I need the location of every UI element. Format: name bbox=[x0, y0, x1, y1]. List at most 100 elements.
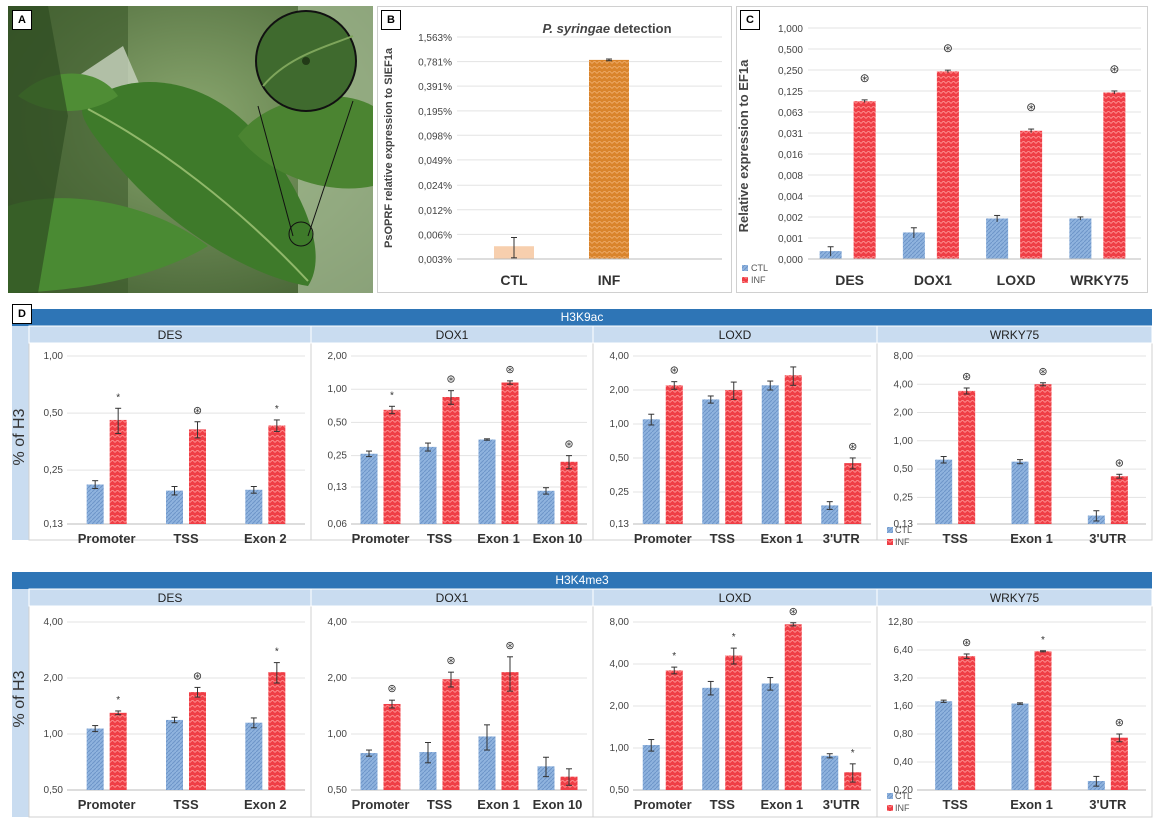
legend-swatch-inf bbox=[887, 805, 893, 811]
bar-inf bbox=[1111, 738, 1128, 790]
bar-inf bbox=[958, 391, 975, 524]
x-category-label: Exon 1 bbox=[760, 797, 803, 812]
y-tick-label: 8,00 bbox=[610, 617, 630, 628]
significance-mark: * bbox=[672, 651, 676, 662]
bar-inf bbox=[268, 672, 285, 790]
significance-mark: ⊛ bbox=[1115, 457, 1124, 469]
bar-inf bbox=[189, 429, 206, 524]
x-category-label: 3'UTR bbox=[823, 531, 861, 546]
bar-ctl bbox=[479, 440, 496, 524]
bar-inf bbox=[443, 679, 460, 790]
x-category-label: Exon 10 bbox=[533, 531, 583, 546]
x-category-label: TSS bbox=[427, 797, 453, 812]
x-category-label: TSS bbox=[710, 797, 736, 812]
panel-letter-b: B bbox=[381, 10, 401, 30]
significance-mark: ⊛ bbox=[962, 637, 971, 649]
y-tick-label: 0,80 bbox=[894, 729, 914, 740]
y-tick-label: 3,20 bbox=[894, 673, 914, 684]
x-category-label: 3'UTR bbox=[1089, 797, 1127, 812]
gene-header: WRKY75 bbox=[990, 328, 1040, 342]
y-tick-label: 0,13 bbox=[328, 482, 348, 493]
y-tick-label: 4,00 bbox=[894, 379, 914, 390]
legend-label-inf: INF bbox=[895, 537, 910, 547]
bar-inf bbox=[502, 383, 519, 524]
x-category-label: 3'UTR bbox=[823, 797, 861, 812]
y-tick-label: 0,50 bbox=[894, 464, 914, 475]
bar-ctl bbox=[702, 688, 719, 790]
gene-header: LOXD bbox=[719, 328, 752, 342]
legend-swatch-ctl bbox=[887, 793, 893, 799]
bar-ctl bbox=[420, 447, 437, 524]
bar-inf bbox=[268, 425, 285, 524]
bar-ctl bbox=[166, 720, 183, 790]
x-category-label: TSS bbox=[427, 531, 453, 546]
bar-inf bbox=[384, 704, 401, 790]
y-tick-label: 0,50 bbox=[44, 785, 64, 796]
y-tick-label: 2,00 bbox=[328, 351, 348, 362]
panel-letter-c: C bbox=[740, 10, 760, 30]
y-tick-label: 2,00 bbox=[610, 385, 630, 396]
significance-mark: ⊛ bbox=[789, 606, 798, 618]
x-category-label: Promoter bbox=[352, 531, 410, 546]
bar-ctl bbox=[762, 683, 779, 790]
y-tick-label: 0,50 bbox=[610, 785, 630, 796]
y-tick-label: 0,25 bbox=[894, 492, 914, 503]
bar-ctl bbox=[245, 723, 262, 790]
significance-mark: ⊛ bbox=[446, 655, 455, 667]
bar-inf bbox=[666, 385, 683, 524]
significance-mark: * bbox=[116, 695, 120, 706]
y-tick-label: 1,00 bbox=[610, 743, 630, 754]
y-tick-label: 2,00 bbox=[44, 673, 64, 684]
y-tick-label: 4,00 bbox=[328, 617, 348, 628]
bar-ctl bbox=[166, 491, 183, 524]
bar-inf bbox=[443, 397, 460, 524]
bar-ctl bbox=[361, 753, 378, 790]
x-category-label: Exon 10 bbox=[533, 797, 583, 812]
y-tick-label: 1,00 bbox=[44, 351, 64, 362]
significance-mark: ⊛ bbox=[387, 683, 396, 695]
x-category-label: Exon 1 bbox=[477, 797, 520, 812]
x-category-label: TSS bbox=[173, 797, 199, 812]
significance-mark: ⊛ bbox=[848, 441, 857, 453]
bar-ctl bbox=[1012, 462, 1029, 524]
bar-ctl bbox=[538, 491, 555, 524]
bar-inf bbox=[666, 670, 683, 790]
bar-ctl bbox=[87, 485, 104, 524]
bar-inf bbox=[725, 390, 742, 524]
bar-ctl bbox=[762, 385, 779, 524]
y-tick-label: 0,50 bbox=[610, 453, 630, 464]
y-tick-label: 4,00 bbox=[610, 351, 630, 362]
x-category-label: 3'UTR bbox=[1089, 531, 1127, 546]
x-category-label: Exon 2 bbox=[244, 531, 287, 546]
x-category-label: TSS bbox=[710, 531, 736, 546]
bar-inf bbox=[958, 656, 975, 790]
y-tick-label: 4,00 bbox=[44, 617, 64, 628]
y-tick-label: 0,50 bbox=[328, 785, 348, 796]
significance-mark: ⊛ bbox=[670, 365, 679, 377]
significance-mark: ⊛ bbox=[505, 640, 514, 652]
significance-mark: ⊛ bbox=[564, 439, 573, 451]
y-tick-label: 1,00 bbox=[894, 436, 914, 447]
significance-mark: ⊛ bbox=[505, 364, 514, 376]
x-category-label: TSS bbox=[173, 531, 199, 546]
bar-ctl bbox=[1012, 704, 1029, 790]
legend-label-inf: INF bbox=[895, 803, 910, 813]
bar-ctl bbox=[361, 454, 378, 524]
gene-header: DOX1 bbox=[436, 328, 469, 342]
y-tick-label: 1,00 bbox=[610, 419, 630, 430]
y-tick-label: 1,00 bbox=[328, 729, 348, 740]
y-tick-label: 8,00 bbox=[894, 351, 914, 362]
y-tick-label: 0,13 bbox=[44, 519, 64, 530]
significance-mark: ⊛ bbox=[1115, 717, 1124, 729]
bar-inf bbox=[1111, 476, 1128, 524]
y-tick-label: 0,13 bbox=[610, 519, 630, 530]
y-tick-label: 12,80 bbox=[888, 617, 913, 628]
x-category-label: Exon 2 bbox=[244, 797, 287, 812]
bar-inf bbox=[844, 463, 861, 524]
significance-mark: * bbox=[1041, 635, 1045, 646]
legend-label-ctl: CTL bbox=[895, 525, 912, 535]
gene-header: DOX1 bbox=[436, 591, 469, 605]
x-category-label: Promoter bbox=[78, 531, 136, 546]
y-tick-label: 1,60 bbox=[894, 701, 914, 712]
x-category-label: Promoter bbox=[352, 797, 410, 812]
